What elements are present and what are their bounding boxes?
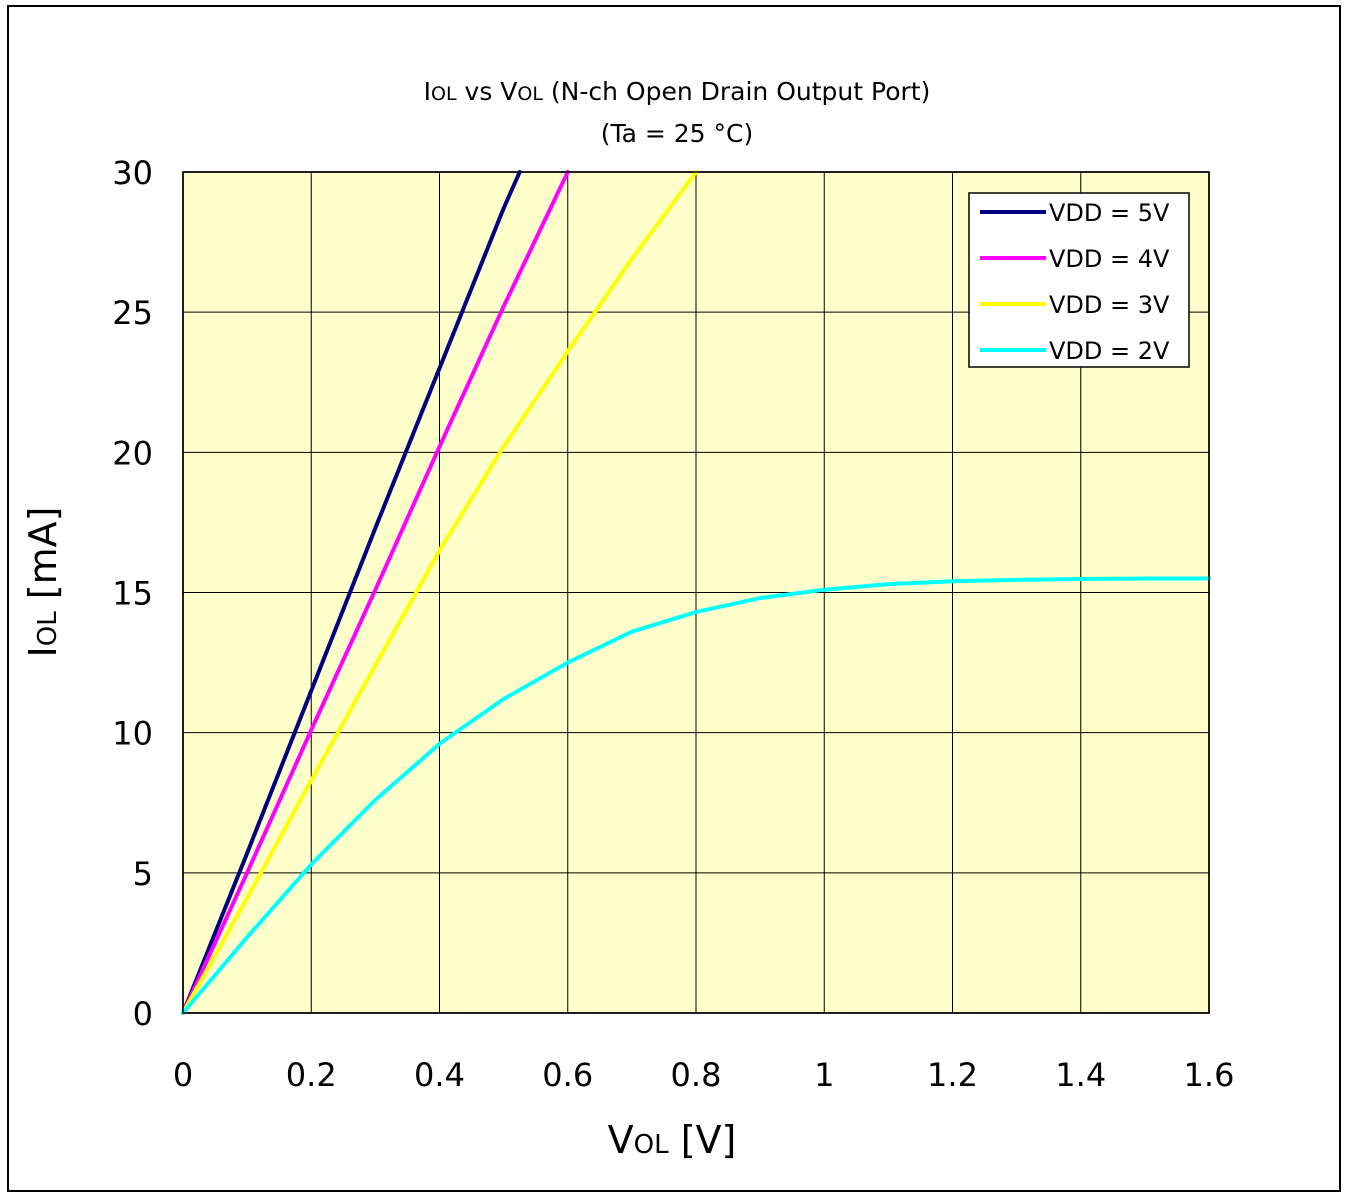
x-tick-label: 1.2 — [927, 1056, 978, 1094]
y-tick-label: 20 — [112, 434, 153, 472]
legend: VDD = 5V VDD = 4V VDD = 3V VDD = 2V — [968, 192, 1190, 368]
chart-title: IOL vs VOL (N-ch Open Drain Output Port) — [424, 77, 931, 106]
series-line-2 — [181, 170, 570, 1015]
legend-label: VDD = 2V — [1049, 337, 1170, 365]
x-axis-label: VOL [V] — [608, 1118, 737, 1162]
y-tick-label: 15 — [112, 575, 153, 613]
x-tick-label: 1.6 — [1184, 1056, 1235, 1094]
y-tick-label: 25 — [112, 294, 153, 332]
x-tick-label: 0.4 — [414, 1056, 465, 1094]
plot-border — [182, 171, 1210, 1014]
legend-label: VDD = 5V — [1049, 199, 1170, 227]
y-axis-label: IOL [mA] — [21, 507, 65, 658]
chart-subtitle: (Ta = 25 °C) — [601, 119, 754, 148]
series-lines — [181, 170, 1211, 1015]
x-tick-label: 0.2 — [286, 1056, 337, 1094]
series-line-4 — [181, 576, 1211, 1015]
series-line-1 — [181, 170, 522, 1015]
x-tick-label: 0.6 — [542, 1056, 593, 1094]
legend-label: VDD = 3V — [1049, 291, 1170, 319]
y-tick-label: 10 — [112, 715, 153, 753]
legend-label: VDD = 4V — [1049, 245, 1170, 273]
y-tick-labels: 0 5 10 15 20 25 30 — [112, 154, 153, 1033]
legend-box — [968, 192, 1190, 368]
y-tick-label: 5 — [133, 855, 153, 893]
y-tick-label: 30 — [112, 154, 153, 192]
x-tick-label: 0 — [173, 1056, 193, 1094]
y-tick-label: 0 — [133, 995, 153, 1033]
x-tick-label: 1.4 — [1055, 1056, 1106, 1094]
x-tick-label: 1 — [814, 1056, 834, 1094]
x-tick-label: 0.8 — [671, 1056, 722, 1094]
series-line-3 — [181, 170, 698, 1015]
x-tick-labels: 0 0.2 0.4 0.6 0.8 1 1.2 1.4 1.6 — [173, 1056, 1235, 1094]
